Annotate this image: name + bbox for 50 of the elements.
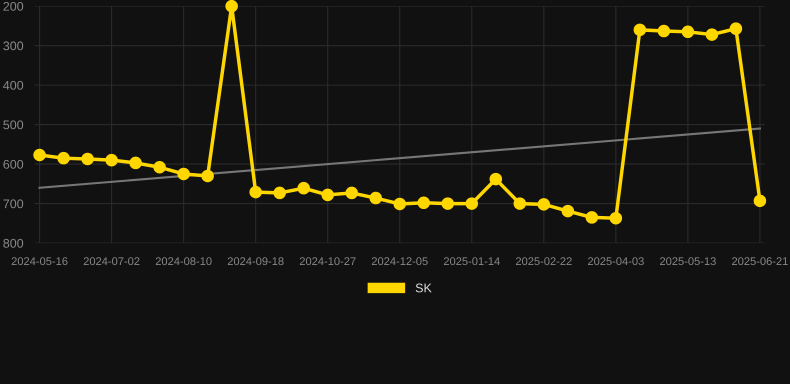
x-tick-label: 2024-07-02 [84,257,140,266]
point [81,152,94,166]
y-tick-label: 300 [3,41,24,50]
y-tick-label: 600 [3,160,24,169]
point [201,170,214,182]
legend-label: SK [416,284,432,292]
point [153,161,166,174]
x-tick-label: 2025-04-03 [588,257,644,266]
y-tick-label: 200 [3,2,24,11]
point [249,186,262,198]
point [706,28,718,41]
y-tick-label: 400 [3,80,24,90]
point [129,156,142,170]
point [273,186,286,200]
point [369,192,382,204]
point [562,204,574,218]
point [321,188,334,202]
x-tick-label: 2024-05-16 [12,257,68,266]
x-tick-label: 2025-05-13 [660,257,716,266]
point [225,0,238,12]
point [634,24,646,36]
point [466,197,478,210]
x-tick-label: 2025-02-22 [516,257,572,266]
y-tick-label: 500 [3,120,24,130]
point [177,168,190,180]
y-tick-label: 800 [3,238,24,248]
x-tick-label: 2024-09-18 [228,257,284,266]
point [33,148,46,162]
point [538,198,550,211]
point [105,154,118,166]
y-tick-label: 700 [3,199,24,208]
x-tick-label: 2025-06-21 [732,257,788,266]
point [297,182,310,194]
x-tick-label: 2024-08-10 [156,257,212,266]
point [682,26,694,38]
point [730,22,742,35]
x-tick-label: 2024-10-27 [300,257,356,266]
x-tick-label: 2025-01-14 [444,257,500,266]
x-tick-label: 2024-12-05 [372,257,428,266]
point [418,196,430,210]
point [514,197,526,210]
point [393,198,406,210]
point [586,211,598,224]
point [345,186,358,200]
point [57,152,70,164]
point [490,172,502,186]
point [442,197,454,210]
point [658,24,670,38]
point [610,212,622,224]
point [754,194,766,208]
